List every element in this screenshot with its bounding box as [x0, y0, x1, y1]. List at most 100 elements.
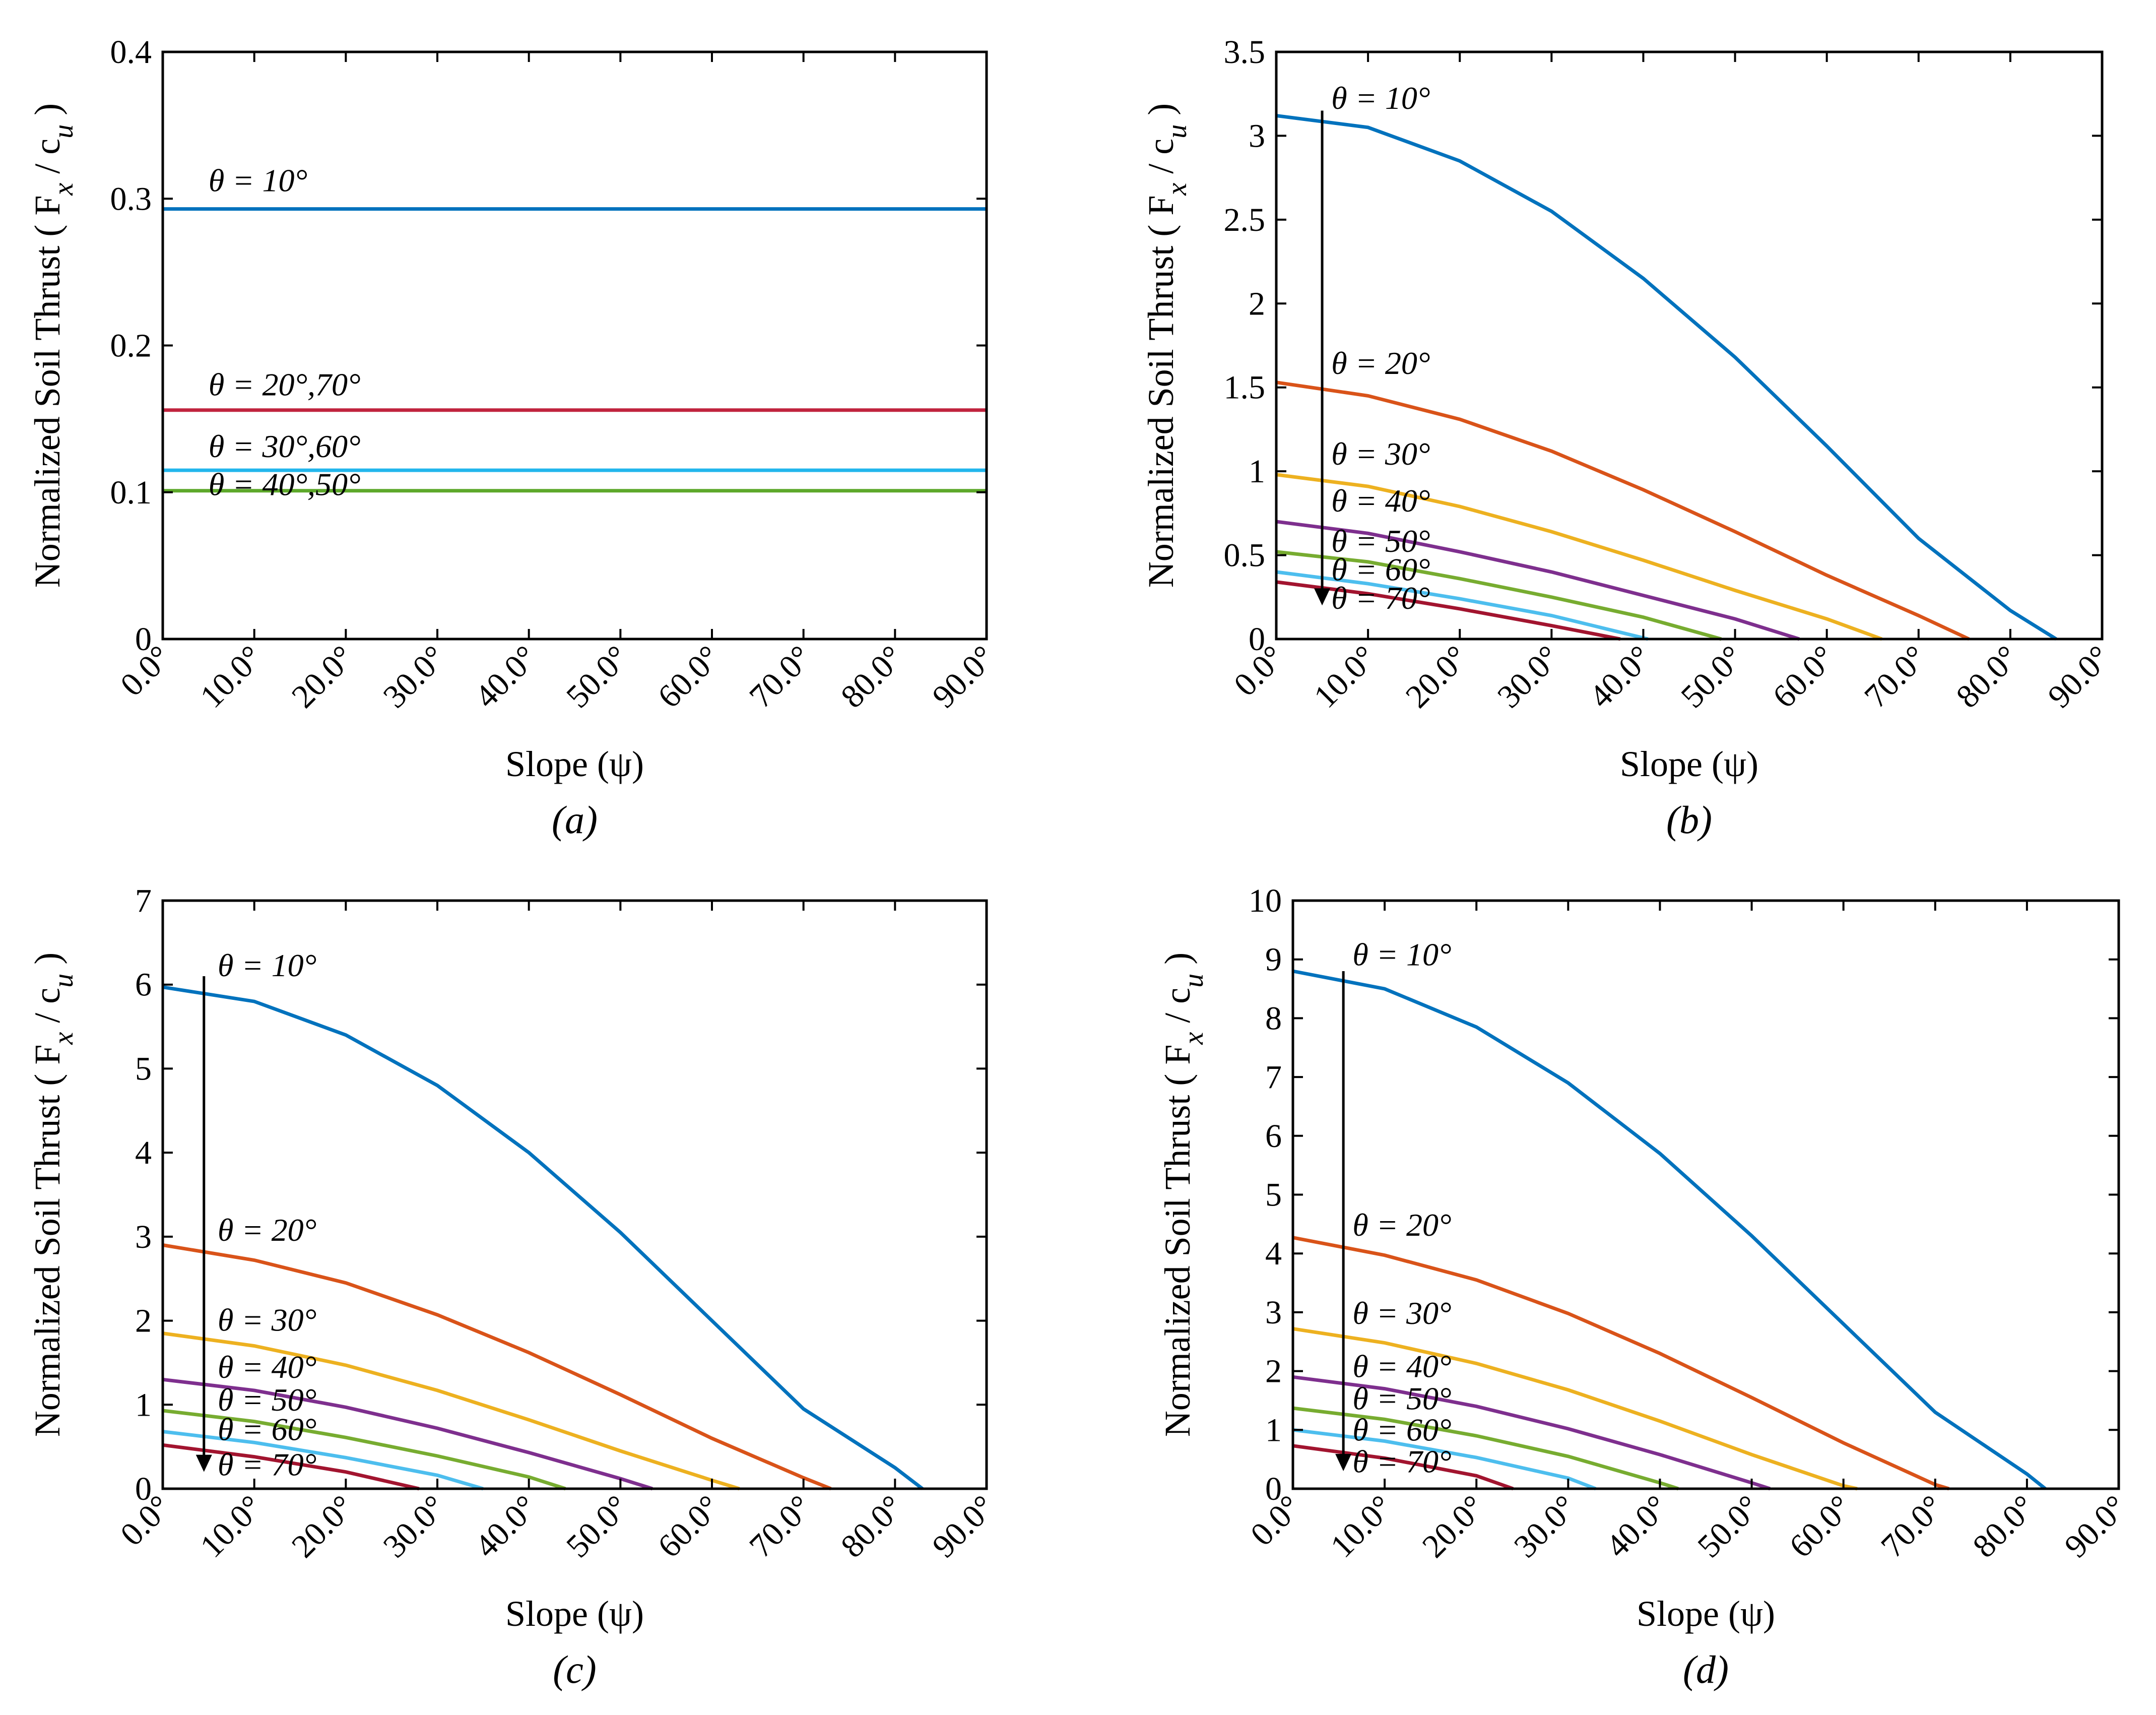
xtick-label-c-9: 90.0°: [926, 1488, 1002, 1565]
xtick-label-d-4: 40.0°: [1599, 1488, 1675, 1565]
ytick-label-c-0: 0: [135, 1471, 152, 1507]
xtick-label-b-7: 70.0°: [1857, 639, 1934, 715]
panel-caption-d: (d): [1683, 1647, 1729, 1691]
ytick-label-d-8: 8: [1265, 1000, 1282, 1037]
series-label-d-4: θ = 50°: [1352, 1380, 1451, 1416]
series-label-a-3: θ = 40°,50°: [209, 467, 361, 502]
series-label-b-3: θ = 40°: [1331, 483, 1430, 519]
ytick-label-b-6: 3: [1249, 117, 1265, 154]
series-line-b-0: [1276, 114, 2057, 641]
x-axis-title-b: Slope (ψ): [1620, 744, 1758, 784]
plot-frame-b: [1275, 50, 2104, 641]
ytick-label-b-7: 3.5: [1224, 34, 1266, 71]
ytick-label-d-6: 6: [1265, 1118, 1282, 1155]
y-axis-title-part-ylabel_slash: / c: [27, 988, 68, 1032]
y-axis-title-part-ylabel_sub_x: x: [1161, 183, 1193, 196]
xtick-label-c-8: 80.0°: [834, 1488, 910, 1565]
series-label-d-1: θ = 20°: [1352, 1207, 1451, 1243]
xtick-label-b-5: 50.0°: [1674, 639, 1750, 715]
series-label-c-4: θ = 50°: [218, 1382, 316, 1418]
ytick-label-d-0: 0: [1265, 1471, 1282, 1507]
series-line-d-0: [1292, 969, 2047, 1490]
ytick-label-a-3: 0.3: [110, 180, 152, 217]
ytick-label-d-5: 5: [1265, 1177, 1282, 1214]
arrow-head-d: [1335, 1453, 1352, 1471]
series-label-c-3: θ = 40°: [218, 1349, 316, 1385]
xtick-label-a-5: 50.0°: [559, 639, 636, 715]
plot-frame-c: [161, 899, 988, 1490]
y-axis-title-part-ylabel_main: Normalized Soil Thrust ( F: [27, 1045, 68, 1437]
series-line-b-5: [1276, 570, 1649, 641]
series-label-d-6: θ = 70°: [1352, 1443, 1451, 1479]
ytick-label-c-3: 3: [135, 1219, 152, 1255]
ytick-label-b-0: 0: [1249, 621, 1265, 658]
y-axis-title-part-ylabel_close: ): [27, 952, 68, 974]
xtick-label-c-7: 70.0°: [742, 1488, 819, 1565]
xtick-label-a-9: 90.0°: [926, 639, 1002, 715]
series-line-d-6: [1292, 1444, 1514, 1491]
xtick-label-d-3: 30.0°: [1507, 1488, 1584, 1565]
series-label-c-5: θ = 60°: [218, 1411, 316, 1447]
series-line-c-0: [162, 985, 924, 1490]
x-axis-title-d: Slope (ψ): [1637, 1594, 1775, 1634]
y-axis-title-part-ylabel_sub_x: x: [1178, 1032, 1209, 1045]
ytick-label-d-3: 3: [1265, 1294, 1282, 1331]
series-line-b-3: [1276, 520, 1800, 641]
y-axis-title-c: Normalized Soil Thrust ( Fx / cu ): [27, 952, 79, 1437]
series-line-c-1: [162, 1243, 832, 1491]
xtick-label-b-8: 80.0°: [1949, 639, 2026, 715]
series-label-c-2: θ = 30°: [218, 1302, 316, 1338]
ytick-label-b-1: 0.5: [1224, 537, 1266, 574]
ytick-label-c-1: 1: [135, 1386, 152, 1423]
series-line-b-4: [1276, 550, 1722, 641]
series-label-d-0: θ = 10°: [1352, 936, 1451, 972]
y-axis-title-part-ylabel_slash: / c: [1157, 988, 1198, 1032]
series-label-c-0: θ = 10°: [218, 947, 316, 983]
xtick-label-d-1: 10.0°: [1324, 1488, 1400, 1565]
series-label-a-1: θ = 20°,70°: [209, 367, 361, 403]
xtick-label-a-1: 10.0°: [193, 639, 270, 715]
xtick-label-c-4: 40.0°: [468, 1488, 544, 1565]
series-line-b-6: [1276, 580, 1621, 641]
ytick-label-c-4: 4: [135, 1134, 152, 1171]
xtick-label-c-3: 30.0°: [376, 1488, 453, 1565]
xtick-label-d-5: 50.0°: [1690, 1488, 1767, 1565]
xtick-label-d-0: 0.0°: [1244, 1488, 1309, 1553]
x-axis-title-a: Slope (ψ): [505, 744, 644, 784]
xtick-label-c-2: 20.0°: [285, 1488, 361, 1565]
series-line-c-2: [162, 1331, 740, 1491]
series-line-d-1: [1292, 1236, 1950, 1491]
ytick-label-b-2: 1: [1249, 453, 1265, 490]
panel-caption-a: (a): [552, 798, 598, 842]
xtick-label-a-8: 80.0°: [834, 639, 910, 715]
ytick-label-d-10: 10: [1249, 882, 1282, 919]
xtick-label-d-9: 90.0°: [2058, 1488, 2134, 1565]
y-axis-title-part-ylabel_sub_x: x: [48, 183, 79, 196]
arrow-head-b: [1314, 588, 1331, 606]
xtick-label-c-1: 10.0°: [193, 1488, 270, 1565]
series-line-d-5: [1292, 1428, 1597, 1491]
xtick-label-c-6: 60.0°: [651, 1488, 728, 1565]
series-label-d-3: θ = 40°: [1352, 1348, 1451, 1384]
ytick-label-d-7: 7: [1265, 1059, 1282, 1096]
series-label-c-1: θ = 20°: [218, 1212, 316, 1248]
plot-frame-a: [161, 50, 988, 641]
y-axis-title-part-ylabel_sub_u: u: [48, 974, 79, 988]
ytick-label-c-7: 7: [135, 882, 152, 919]
xtick-label-d-7: 70.0°: [1874, 1488, 1950, 1565]
series-label-a-0: θ = 10°: [209, 163, 307, 199]
xtick-label-b-4: 40.0°: [1582, 639, 1659, 715]
panel-caption-b: (b): [1666, 798, 1712, 842]
xtick-label-b-6: 60.0°: [1766, 639, 1842, 715]
series-line-b-1: [1276, 380, 1970, 641]
xtick-label-a-7: 70.0°: [742, 639, 819, 715]
xtick-label-c-5: 50.0°: [559, 1488, 636, 1565]
series-label-b-2: θ = 30°: [1331, 436, 1430, 472]
ytick-label-c-5: 5: [135, 1050, 152, 1087]
series-label-b-5: θ = 60°: [1331, 552, 1430, 588]
ytick-label-a-4: 0.4: [110, 34, 152, 71]
y-axis-title-part-ylabel_main: Normalized Soil Thrust ( F: [1157, 1045, 1198, 1437]
y-axis-title-part-ylabel_main: Normalized Soil Thrust ( F: [27, 196, 68, 588]
arrow-head-c: [195, 1454, 212, 1472]
